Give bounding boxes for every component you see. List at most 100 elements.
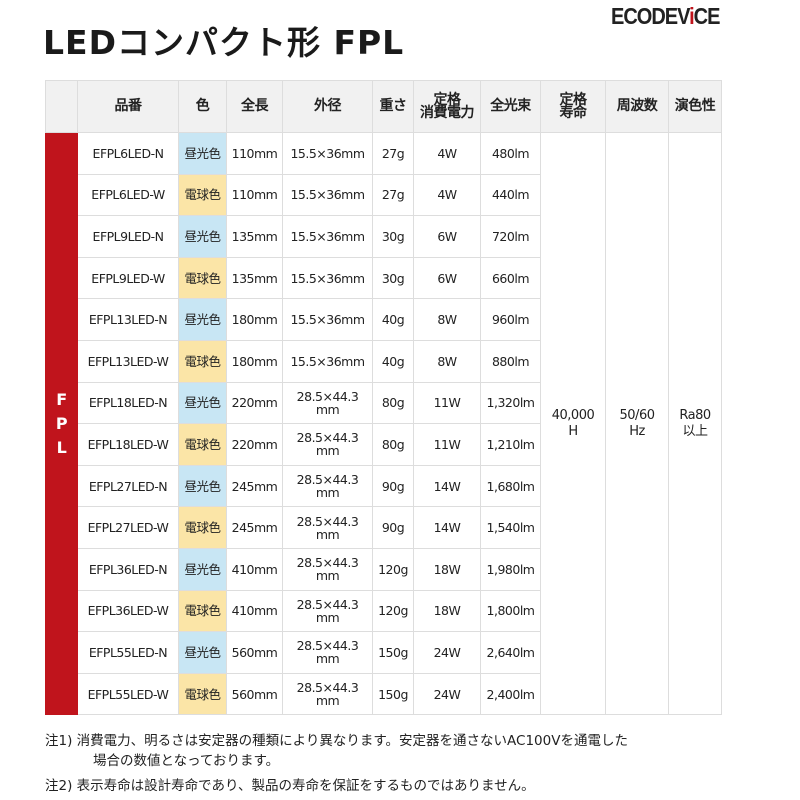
table-row: EFPL18LED-N 昼光色 220mm 28.5×44.3 mm 80g 11W 1,3…: [46, 381, 722, 425]
table-cell: 180mm: [226, 298, 283, 341]
table-cell: 30g: [372, 215, 414, 258]
ecodevice-logo: ECODEViCE: [611, 4, 720, 30]
table-cell: 4W: [413, 173, 481, 217]
column-header: 定格 寿命: [540, 80, 606, 133]
table-cell: 1,680lm: [480, 464, 541, 508]
table-cell: 6W: [413, 215, 481, 258]
column-header: 全長: [226, 80, 283, 133]
table-cell: 90g: [372, 506, 414, 549]
table-cell: EFPL18LED-W: [77, 423, 179, 466]
color-cell: 昼光色: [178, 132, 227, 175]
table-cell: EFPL55LED-N: [77, 631, 179, 674]
table-cell: 90g: [372, 464, 414, 508]
table-cell: 135mm: [226, 256, 283, 300]
table-cell: 18W: [413, 589, 481, 633]
table-row: F P L EFPL6LED-N 昼光色 110mm 15.5×36mm 27g 4W 480lm…: [45, 131, 722, 716]
table-cell: 15.5×36mm: [282, 173, 373, 217]
table-cell: EFPL6LED-N: [77, 132, 179, 175]
spec-table: 品番色全長 外径 重さ 定格 消費電力 全光束 定格 寿命 周波数 演色性 F P L EFPL6L…: [45, 80, 722, 716]
table-cell: 40g: [372, 298, 414, 341]
table-cell: 24W: [413, 631, 481, 674]
note-1: 注1) 消費電力、明るさは安定器の種類により異なります。安定器を通さないAC10…: [45, 731, 628, 771]
table-cell: 135mm: [226, 215, 283, 258]
color-cell: 電球色: [178, 423, 227, 466]
note-2: 注2) 表示寿命は設計寿命であり、製品の寿命を保証をするものではありません。: [45, 778, 535, 794]
color-cell: 昼光色: [178, 381, 227, 425]
table-row: EFPL6LED-W 電球色 110mm 15.5×36mm 27g 4W 440lm: [46, 173, 722, 217]
table-cell: 660lm: [480, 256, 541, 300]
table-cell: 8W: [413, 298, 481, 341]
table-cell: EFPL9LED-N: [77, 215, 179, 258]
table-cell: 14W: [413, 506, 481, 549]
table-cell: EFPL9LED-W: [77, 256, 179, 300]
table-cell: 110mm: [226, 173, 283, 217]
column-header: 外径: [282, 80, 373, 133]
table-cell: 28.5×44.3 mm: [282, 631, 373, 674]
column-header: 周波数: [605, 80, 669, 133]
table-cell: 30g: [372, 256, 414, 300]
color-cell: 昼光色: [178, 464, 227, 508]
color-cell: 昼光色: [178, 298, 227, 341]
table-cell: 120g: [372, 589, 414, 633]
table-cell: 560mm: [226, 631, 283, 674]
color-cell: 昼光色: [178, 547, 227, 591]
table-cell: 15.5×36mm: [282, 215, 373, 258]
column-header: 定格 消費電力: [413, 80, 481, 133]
table-cell: 15.5×36mm: [282, 339, 373, 383]
table-cell: EFPL13LED-N: [77, 298, 179, 341]
table-row: EFPL36LED-W 電球色 410mm 28.5×44.3 mm 120g 18W 1,…: [46, 589, 722, 633]
frequency-cell: 50/60 Hz: [605, 131, 669, 716]
table-cell: EFPL36LED-W: [77, 589, 179, 633]
table-cell: 480lm: [480, 132, 541, 175]
table-cell: 6W: [413, 256, 481, 300]
table-cell: 15.5×36mm: [282, 298, 373, 341]
table-cell: 120g: [372, 547, 414, 591]
table-cell: 1,980lm: [480, 547, 541, 591]
table-cell: 28.5×44.3 mm: [282, 547, 373, 591]
table-cell: 410mm: [226, 547, 283, 591]
table-cell: 40g: [372, 339, 414, 383]
table-cell: 15.5×36mm: [282, 256, 373, 300]
table-cell: 150g: [372, 672, 414, 716]
table-cell: EFPL6LED-W: [77, 173, 179, 217]
color-cell: 電球色: [178, 173, 227, 217]
table-cell: 27g: [372, 173, 414, 217]
table-row: EFPL55LED-N 昼光色 560mm 28.5×44.3 mm 150g 24W 2,…: [46, 631, 722, 674]
table-cell: 880lm: [480, 339, 541, 383]
table-cell: 960lm: [480, 298, 541, 341]
table-cell: 245mm: [226, 506, 283, 549]
table-row: EFPL13LED-N 昼光色 180mm 15.5×36mm 40g 8W 960lm: [46, 298, 722, 341]
table-cell: 245mm: [226, 464, 283, 508]
table-cell: 410mm: [226, 589, 283, 633]
table-cell: 11W: [413, 381, 481, 425]
table-cell: 110mm: [226, 132, 283, 175]
table-cell: EFPL13LED-W: [77, 339, 179, 383]
table-cell: 15.5×36mm: [282, 132, 373, 175]
color-cell: 電球色: [178, 506, 227, 549]
table-cell: 2,640lm: [480, 631, 541, 674]
table-cell: 80g: [372, 423, 414, 466]
header-blank: [45, 80, 78, 133]
table-cell: 27g: [372, 132, 414, 175]
table-cell: EFPL27LED-N: [77, 464, 179, 508]
table-cell: 18W: [413, 547, 481, 591]
table-row: EFPL13LED-W 電球色 180mm 15.5×36mm 40g 8W 880lm: [46, 339, 722, 383]
table-cell: 28.5×44.3 mm: [282, 423, 373, 466]
table-cell: 560mm: [226, 672, 283, 716]
table-cell: 28.5×44.3 mm: [282, 464, 373, 508]
column-header: 品番: [77, 80, 179, 133]
cri-cell: Ra80 以上: [668, 131, 722, 716]
table-cell: 4W: [413, 132, 481, 175]
color-cell: 昼光色: [178, 215, 227, 258]
table-row: EFPL9LED-W 電球色 135mm 15.5×36mm 30g 6W 660lm: [46, 256, 722, 300]
color-cell: 昼光色: [178, 631, 227, 674]
column-header: 色: [178, 80, 227, 133]
table-cell: 80g: [372, 381, 414, 425]
table-cell: EFPL18LED-N: [77, 381, 179, 425]
column-header: 重さ: [372, 80, 414, 133]
table-row: EFPL18LED-W 電球色 220mm 28.5×44.3 mm 80g 11W 1,2…: [46, 423, 722, 466]
table-cell: EFPL36LED-N: [77, 547, 179, 591]
table-cell: 28.5×44.3 mm: [282, 589, 373, 633]
table-row: EFPL27LED-N 昼光色 245mm 28.5×44.3 mm 90g 14W 1,6…: [46, 464, 722, 508]
table-cell: 1,800lm: [480, 589, 541, 633]
